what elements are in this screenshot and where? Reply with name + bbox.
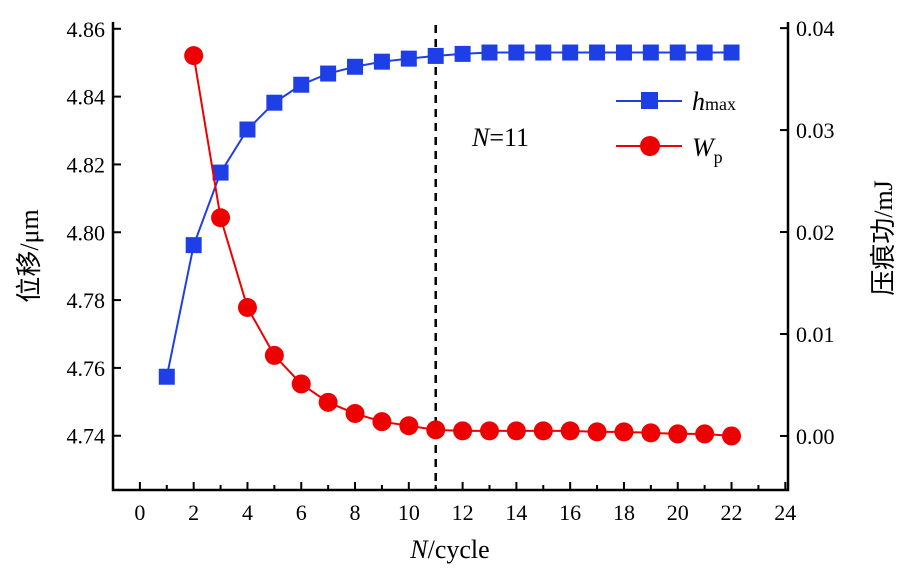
data-point <box>454 45 471 62</box>
y-left-tick-label: 4.84 <box>67 85 106 110</box>
data-point <box>589 44 606 61</box>
y-right-tick-label: 0.01 <box>796 322 835 347</box>
series-line <box>192 55 732 437</box>
data-point <box>722 426 742 446</box>
data-point <box>372 412 392 432</box>
y-left-tick-label: 4.86 <box>67 17 106 42</box>
data-point <box>293 76 310 93</box>
data-point <box>641 423 661 443</box>
data-point <box>615 44 632 61</box>
x-tick-label: 12 <box>452 500 474 525</box>
data-point <box>266 94 283 111</box>
data-point <box>426 420 446 440</box>
data-point <box>264 345 284 365</box>
axes: 0 2 4 6 8 10 12 14 16 18 20 22 244.744.764.784.804.8… <box>67 16 835 525</box>
x-tick-label: 4 <box>242 500 253 525</box>
legend-label-hmax: hmax <box>692 87 736 116</box>
data-point <box>158 368 175 385</box>
legend-label-wp: Wp <box>692 133 723 167</box>
x-axis-label: N/cycle <box>409 535 489 564</box>
x-tick-label: 8 <box>350 500 361 525</box>
x-tick-label: 6 <box>296 500 307 525</box>
data-point <box>184 46 204 66</box>
data-point <box>345 404 365 424</box>
y-axis-label-right: 压痕功/mJ <box>869 180 898 296</box>
y-left-tick-label: 4.80 <box>67 220 106 245</box>
legend: hmax Wp <box>616 87 736 167</box>
y-left-tick-label: 4.74 <box>67 424 106 449</box>
data-point <box>320 65 337 82</box>
data-point <box>427 47 444 64</box>
y-right-tick-label: 0.03 <box>796 118 835 143</box>
data-point <box>535 44 552 61</box>
data-point <box>508 44 525 61</box>
x-tick-label: 14 <box>505 500 527 525</box>
series-Wp <box>184 46 742 446</box>
x-tick-label: 18 <box>613 500 635 525</box>
series-hmax <box>158 44 740 385</box>
axis-frame <box>111 22 790 492</box>
y-right-tick-label: 0.02 <box>796 220 835 245</box>
data-point <box>400 50 417 67</box>
y-axis-label-left: 位移/μm <box>15 209 44 302</box>
series-group <box>158 44 742 446</box>
data-point <box>669 44 686 61</box>
data-point <box>614 422 634 442</box>
legend-marker-square <box>641 92 658 109</box>
data-point <box>239 121 256 138</box>
data-point <box>399 416 419 436</box>
data-point <box>237 297 257 317</box>
x-tick-label: 20 <box>667 500 689 525</box>
data-point <box>668 424 688 444</box>
data-point <box>723 44 740 61</box>
data-point <box>587 422 607 442</box>
data-point <box>560 421 580 441</box>
data-point <box>185 237 202 254</box>
legend-marker-circle <box>640 136 660 156</box>
x-tick-label: 16 <box>559 500 581 525</box>
x-tick-label: 10 <box>398 500 420 525</box>
series-line <box>165 51 732 377</box>
data-point <box>695 424 715 444</box>
data-point <box>453 421 473 441</box>
data-point <box>212 164 229 181</box>
data-point <box>533 421 553 441</box>
data-point <box>291 374 311 394</box>
data-point <box>642 44 659 61</box>
y-left-tick-label: 4.76 <box>67 356 106 381</box>
x-tick-label: 24 <box>774 500 796 525</box>
data-point <box>373 53 390 70</box>
x-tick-label: 22 <box>721 500 743 525</box>
data-point <box>562 44 579 61</box>
annotation-label: N=11 <box>471 123 529 152</box>
y-right-tick-label: 0.00 <box>796 424 835 449</box>
data-point <box>481 44 498 61</box>
data-point <box>696 44 713 61</box>
data-point <box>506 421 526 441</box>
data-point <box>479 421 499 441</box>
data-point <box>318 392 338 412</box>
x-tick-label: 2 <box>188 500 199 525</box>
y-right-tick-label: 0.04 <box>796 16 835 41</box>
y-left-tick-label: 4.82 <box>67 152 106 177</box>
data-point <box>211 208 231 228</box>
data-point <box>347 58 364 75</box>
y-left-tick-label: 4.78 <box>67 288 106 313</box>
x-tick-label: 0 <box>134 500 145 525</box>
